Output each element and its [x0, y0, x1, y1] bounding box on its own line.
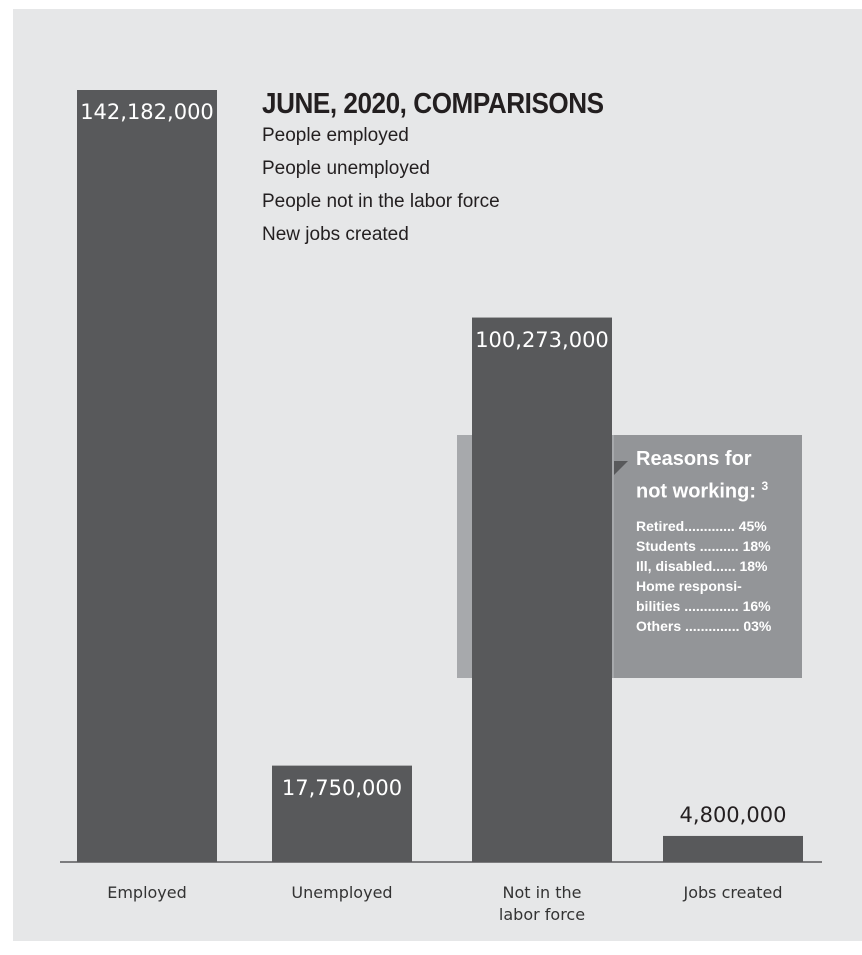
reason-row: Retired............. 45% [636, 517, 767, 534]
legend-line: People unemployed [262, 158, 430, 179]
reason-row: bilities .............. 16% [636, 597, 771, 614]
legend-line: People not in the labor force [262, 191, 500, 212]
chart-title: JUNE, 2020, COMPARISONS [262, 88, 604, 120]
category-label: Unemployed [262, 882, 422, 904]
bar-value-label: 142,182,000 [80, 100, 214, 124]
bar-value-label: 4,800,000 [679, 802, 787, 827]
bar-unemployed [272, 765, 412, 862]
reason-row: Others .............. 03% [636, 617, 772, 634]
callout-footnote: 3 [761, 479, 769, 493]
callout-pointer [614, 461, 628, 475]
category-label-line: Unemployed [291, 883, 393, 902]
reasons-callout: Reasons for not working: 3 Retired......… [622, 446, 802, 636]
reason-row: Ill, disabled...... 18% [636, 557, 768, 574]
category-label-line: Employed [107, 883, 187, 902]
callout-title-line-2: not working: [636, 480, 756, 503]
category-label-line: Jobs created [683, 883, 783, 902]
callout-title: Reasons for not working: 3 [636, 446, 802, 506]
legend-line: New jobs created [262, 224, 409, 245]
category-label: Jobs created [653, 882, 813, 904]
category-label-line: labor force [498, 905, 586, 924]
category-label: Not in the labor force [462, 882, 622, 926]
reason-row: Home responsi- [636, 577, 742, 594]
bar-employed [77, 90, 217, 862]
bar-value-label: 17,750,000 [281, 775, 403, 800]
callout-title-line-1: Reasons for [636, 448, 752, 470]
reason-row: Students .......... 18% [636, 537, 771, 554]
category-label-line: Not in the [502, 883, 582, 902]
bar-not-in-the-labor-force [472, 317, 612, 862]
legend-line: People employed [262, 125, 409, 146]
bar-jobs-created [663, 835, 803, 862]
category-label: Employed [67, 882, 227, 904]
callout-box [614, 435, 802, 678]
bar-value-label: 100,273,000 [475, 327, 609, 352]
